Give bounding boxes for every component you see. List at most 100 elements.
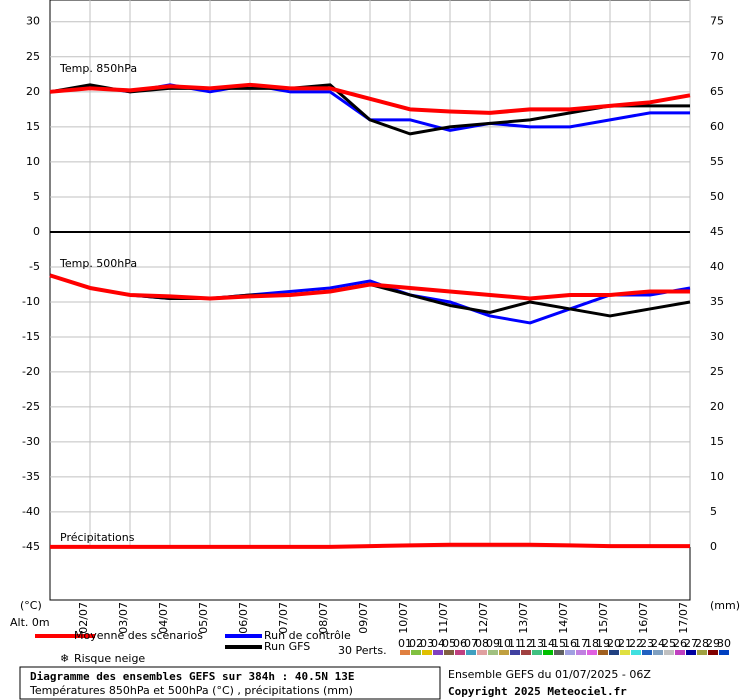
- pert-label: 12: [519, 637, 533, 650]
- y2-tick-label: 30: [710, 330, 724, 343]
- pert-swatch: [708, 650, 718, 655]
- footer-title: Diagramme des ensembles GEFS sur 384h : …: [30, 670, 355, 683]
- y-tick-label: -30: [22, 435, 40, 448]
- pert-label: 25: [662, 637, 676, 650]
- y2-tick-label: 20: [710, 400, 724, 413]
- pert-label: 27: [684, 637, 698, 650]
- x-tick-label: 14/07: [557, 602, 570, 634]
- y-tick-label: 0: [33, 225, 40, 238]
- pert-swatch: [411, 650, 421, 655]
- pert-label: 15: [552, 637, 566, 650]
- y2-tick-label: 50: [710, 190, 724, 203]
- legend-label: Run de contrôle: [264, 629, 351, 642]
- y2-tick-label: 65: [710, 85, 724, 98]
- y-tick-label: -40: [22, 505, 40, 518]
- panel-title: Temp. 850hPa: [59, 62, 137, 75]
- x-tick-label: 17/07: [677, 602, 690, 634]
- y-tick-label: -25: [22, 400, 40, 413]
- series-line: [49, 82, 691, 115]
- snow-label: Risque neige: [74, 652, 145, 665]
- perts-label: 30 Perts.: [338, 644, 387, 657]
- pert-label: 20: [607, 637, 621, 650]
- x-tick-label: 10/07: [397, 602, 410, 634]
- snow-icon: ❄: [60, 652, 69, 665]
- pert-swatch: [554, 650, 564, 655]
- pert-label: 05: [442, 637, 456, 650]
- x-tick-label: 06/07: [237, 602, 250, 634]
- pert-label: 10: [497, 637, 511, 650]
- pert-label: 23: [640, 637, 654, 650]
- pert-swatch: [642, 650, 652, 655]
- pert-swatch: [653, 650, 663, 655]
- pert-label: 03: [420, 637, 434, 650]
- pert-swatch: [466, 650, 476, 655]
- pert-swatch: [400, 650, 410, 655]
- y2-tick-label: 35: [710, 295, 724, 308]
- pert-swatch: [455, 650, 465, 655]
- pert-label: 26: [673, 637, 687, 650]
- x-tick-label: 04/07: [157, 602, 170, 634]
- footer-copyright: Copyright 2025 Meteociel.fr: [448, 685, 627, 698]
- pert-label: 21: [618, 637, 632, 650]
- legend-label: Moyenne des scénarios: [74, 629, 203, 642]
- y-tick-label: -10: [22, 295, 40, 308]
- x-tick-label: 16/07: [637, 602, 650, 634]
- pert-swatch: [565, 650, 575, 655]
- pert-swatch: [719, 650, 729, 655]
- x-tick-label: 15/07: [597, 602, 610, 634]
- pert-label: 24: [651, 637, 665, 650]
- footer-subtitle: Températures 850hPa et 500hPa (°C) , pré…: [29, 684, 353, 697]
- panel-title: Temp. 500hPa: [59, 257, 137, 270]
- pert-swatch: [543, 650, 553, 655]
- x-tick-label: 07/07: [277, 602, 290, 634]
- y-tick-label: -5: [29, 260, 40, 273]
- y2-tick-label: 60: [710, 120, 724, 133]
- altitude: Alt. 0m: [10, 616, 50, 629]
- pert-swatch: [631, 650, 641, 655]
- legend-label: Run GFS: [264, 640, 310, 653]
- x-tick-label: 11/07: [437, 602, 450, 634]
- pert-swatch: [675, 650, 685, 655]
- y2-tick-label: 70: [710, 50, 724, 63]
- pert-swatch: [697, 650, 707, 655]
- y2-tick-label: 25: [710, 365, 724, 378]
- x-tick-label: 08/07: [317, 602, 330, 634]
- precip-label: Précipitations: [60, 531, 135, 544]
- pert-swatch: [576, 650, 586, 655]
- y2-tick-label: 40: [710, 260, 724, 273]
- x-tick-label: 12/07: [477, 602, 490, 634]
- y2-tick-label: 45: [710, 225, 724, 238]
- pert-label: 16: [563, 637, 577, 650]
- pert-swatch: [510, 650, 520, 655]
- y2-tick-label: 0: [710, 540, 717, 553]
- pert-swatch: [664, 650, 674, 655]
- pert-swatch: [521, 650, 531, 655]
- pert-swatch: [444, 650, 454, 655]
- y-tick-label: 25: [26, 50, 40, 63]
- series-line: [49, 273, 690, 301]
- pert-label: 18: [585, 637, 599, 650]
- pert-label: 02: [409, 637, 423, 650]
- footer-run: Ensemble GEFS du 01/07/2025 - 06Z: [448, 668, 651, 681]
- x-tick-label: 02/07: [77, 602, 90, 634]
- pert-swatch: [587, 650, 597, 655]
- pert-swatch: [477, 650, 487, 655]
- pert-label: 01: [398, 637, 412, 650]
- y2-tick-label: 55: [710, 155, 724, 168]
- y-tick-label: -15: [22, 330, 40, 343]
- pert-label: 06: [453, 637, 467, 650]
- pert-label: 13: [530, 637, 544, 650]
- pert-label: 04: [431, 637, 445, 650]
- pert-swatch: [620, 650, 630, 655]
- x-tick-label: 09/07: [357, 602, 370, 634]
- pert-swatch: [609, 650, 619, 655]
- footer-box: [19, 666, 441, 700]
- y2-tick-label: 15: [710, 435, 724, 448]
- x-tick-label: 13/07: [517, 602, 530, 634]
- y-tick-label: 15: [26, 120, 40, 133]
- pert-label: 09: [486, 637, 500, 650]
- series-line: [50, 542, 690, 549]
- left-unit: (°C): [20, 599, 42, 612]
- pert-label: 29: [706, 637, 720, 650]
